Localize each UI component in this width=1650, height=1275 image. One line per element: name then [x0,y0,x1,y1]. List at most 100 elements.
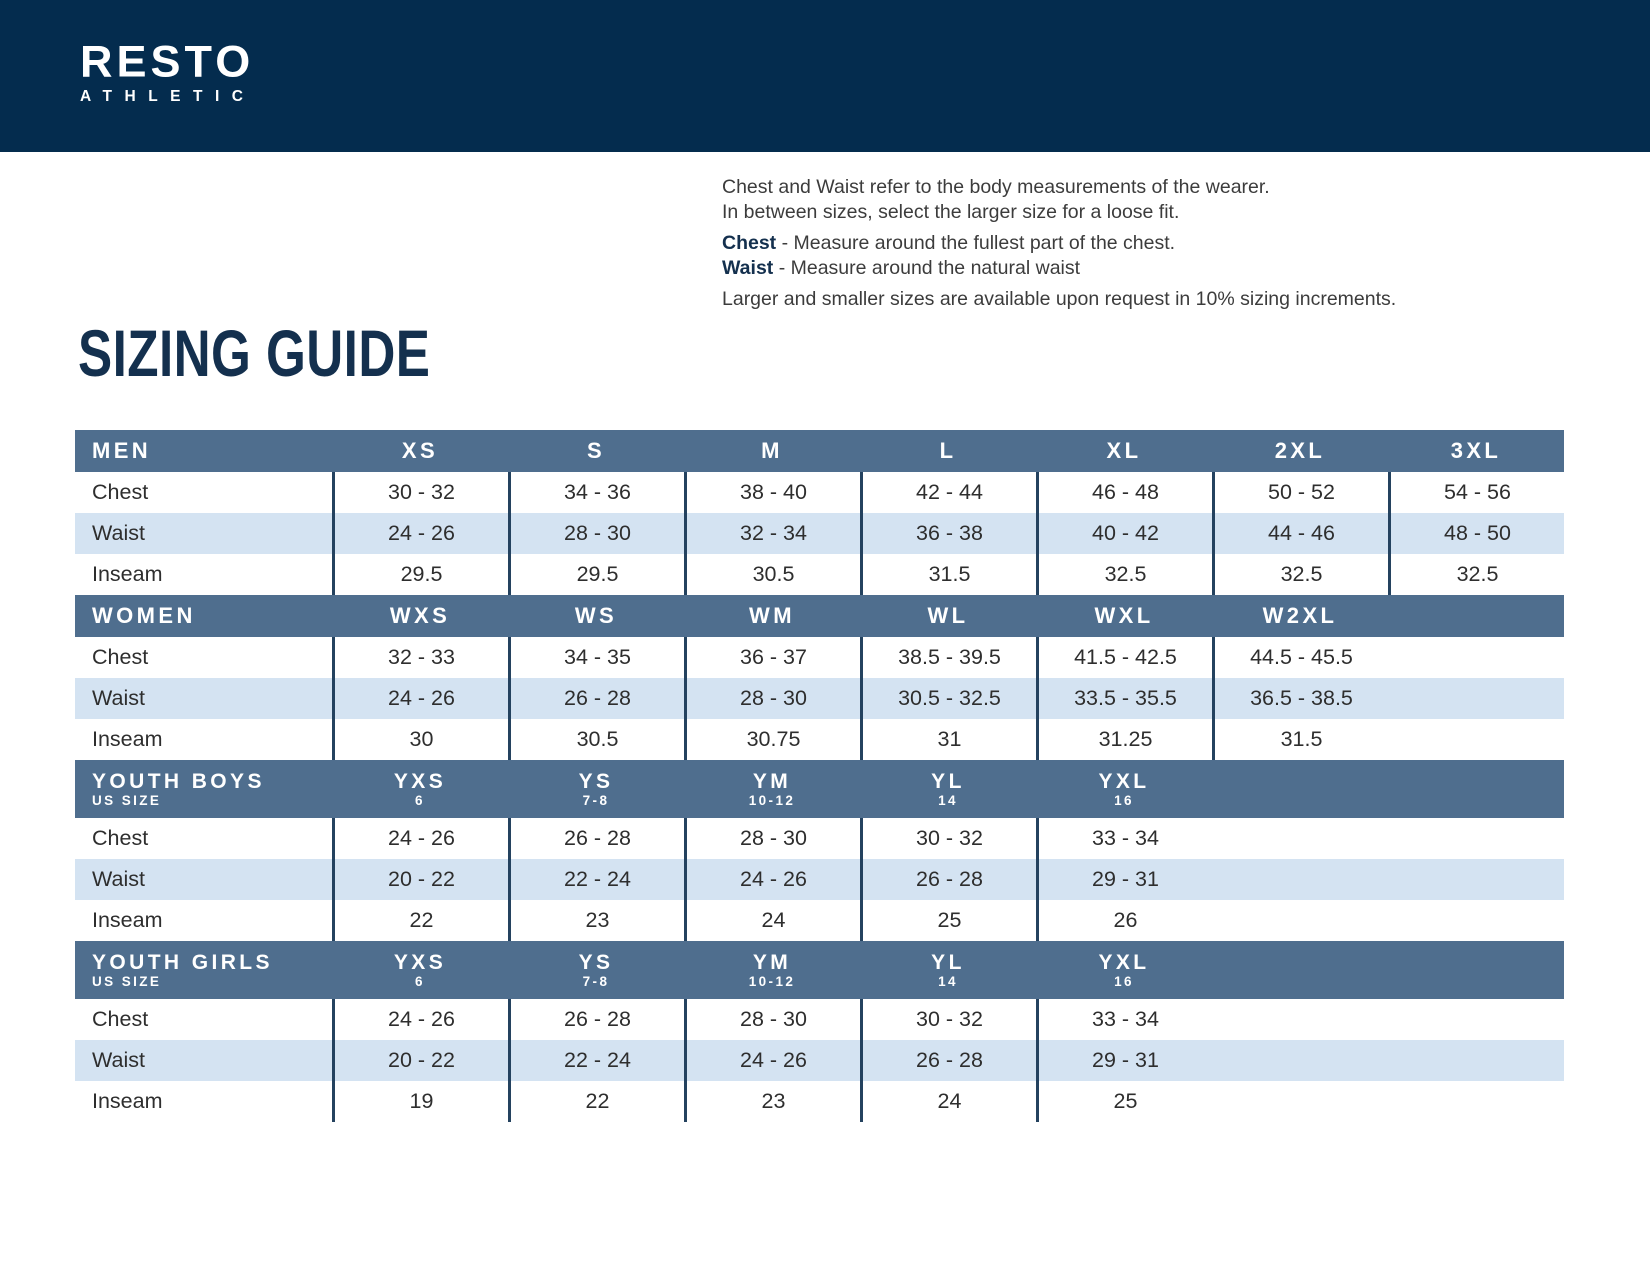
waist-description: - Measure around the natural waist [773,257,1081,279]
cell-value: 22 - 24 [508,1040,684,1081]
cell-value: 33 - 34 [1036,818,1212,859]
table-row-chest: Chest 24 - 26 26 - 28 28 - 30 30 - 32 33 - 34 [75,999,1564,1040]
size-label: L [939,437,957,463]
table-subtitle: US SIZE [92,973,162,989]
cell-value: 30 - 32 [860,999,1036,1040]
size-header-2xl: 2XL [1212,430,1388,472]
cell-value: 38.5 - 39.5 [860,637,1036,678]
cell-value: 29 - 31 [1036,1040,1212,1081]
cell-value: 32 - 34 [684,513,860,554]
size-header-ys: YS 7-8 [508,941,684,999]
table-title: YOUTH GIRLS [92,950,273,974]
measure-definitions: Chest - Measure around the fullest part … [722,231,1552,281]
size-table-youth-boys: YOUTH BOYS US SIZE YXS 6 YS 7-8 YM 10-12 YL 14 YXL… [75,760,1564,941]
size-table-youth-girls: YOUTH GIRLS US SIZE YXS 6 YS 7-8 YM 10-12 YL 14 YX… [75,941,1564,1122]
table-header-youth-boys: YOUTH BOYS US SIZE YXS 6 YS 7-8 YM 10-12 YL 14 YXL… [75,760,1564,818]
size-label: YS [578,769,614,793]
size-header-wxl: WXL [1036,595,1212,637]
table-header-men: MEN XS S M L XL 2XL 3XL [75,430,1564,472]
cell-value: 25 [860,900,1036,941]
size-header-xl: XL [1036,430,1212,472]
cell-value: 44 - 46 [1212,513,1388,554]
table-title: MEN [92,437,152,463]
row-label: Inseam [92,727,163,751]
cell-value: 19 [332,1081,508,1122]
intro-text-block: Chest and Waist refer to the body measur… [722,175,1552,312]
cell-value: 24 [860,1081,1036,1122]
brand-tagline: ATHLETIC [80,88,256,105]
size-us-number: 10-12 [748,973,796,989]
cell-value: 23 [508,900,684,941]
cell-value: 36 - 37 [684,637,860,678]
size-label: W2XL [1262,602,1338,628]
cell-value: 30.5 [508,719,684,760]
cell-value: 42 - 44 [860,472,1036,513]
cell-value: 28 - 30 [684,999,860,1040]
cell-value: 38 - 40 [684,472,860,513]
cell-value: 30.75 [684,719,860,760]
cell-value: 26 - 28 [860,859,1036,900]
cell-value: 32.5 [1212,554,1388,595]
row-label: Inseam [92,908,163,932]
size-label: YL [931,769,965,793]
cell-value: 30 [332,719,508,760]
table-row-inseam: Inseam 30 30.5 30.75 31 31.25 31.5 [75,719,1564,760]
size-label: YM [752,950,792,974]
size-header-ws: WS [508,595,684,637]
row-label: Chest [92,645,149,669]
cell-value: 24 - 26 [332,818,508,859]
size-us-number: 14 [938,792,958,808]
cell-value: 32.5 [1388,554,1564,595]
size-label: S [586,437,606,463]
cell-value: 24 - 26 [332,678,508,719]
cell-value: 26 - 28 [508,678,684,719]
table-subtitle: US SIZE [92,792,162,808]
brand-name: RESTO [80,36,255,87]
size-us-number: 7-8 [582,792,610,808]
cell-value: 30 - 32 [332,472,508,513]
cell-value: 24 - 26 [684,859,860,900]
page-title: SIZING GUIDE [78,316,431,391]
size-us-number: 16 [1114,792,1134,808]
table-title-cell: MEN [75,430,332,472]
row-label: Chest [92,826,149,850]
size-label: YXL [1098,769,1150,793]
table-row-inseam: Inseam 22 23 24 25 26 [75,900,1564,941]
cell-value: 26 [1036,900,1212,941]
cell-value: 31.25 [1036,719,1212,760]
size-table-women: WOMEN WXS WS WM WL WXL W2XL Chest 32 - 33 34 - 35… [75,595,1564,760]
table-row-waist: Waist 24 - 26 26 - 28 28 - 30 30.5 - 32.5 33.… [75,678,1564,719]
size-label: YXS [393,950,447,974]
cell-value: 22 - 24 [508,859,684,900]
cell-value: 28 - 30 [508,513,684,554]
cell-value: 34 - 35 [508,637,684,678]
size-us-number: 6 [415,973,425,989]
size-header-yl: YL 14 [860,760,1036,818]
size-label: YS [578,950,614,974]
cell-value: 24 - 26 [332,513,508,554]
cell-value: 20 - 22 [332,859,508,900]
cell-value: 32 - 33 [332,637,508,678]
size-header-l: L [860,430,1036,472]
header-bar: RESTO ATHLETIC [0,0,1650,152]
cell-value: 30 - 32 [860,818,1036,859]
cell-value: 26 - 28 [860,1040,1036,1081]
cell-value: 31.5 [1212,719,1388,760]
sizing-note: Larger and smaller sizes are available u… [722,288,1397,310]
cell-value: 26 - 28 [508,999,684,1040]
cell-value: 36.5 - 38.5 [1212,678,1388,719]
cell-value: 26 - 28 [508,818,684,859]
cell-value: 29 - 31 [1036,859,1212,900]
table-row-chest: Chest 32 - 33 34 - 35 36 - 37 38.5 - 39.5 41.… [75,637,1564,678]
sizing-tables: MEN XS S M L XL 2XL 3XL Chest 30 - 32 34 - 36 38 - … [75,430,1564,1122]
size-header-wxs: WXS [332,595,508,637]
size-header-s: S [508,430,684,472]
size-header-m: M [684,430,860,472]
row-label: Waist [92,521,145,545]
cell-value: 50 - 52 [1212,472,1388,513]
size-header-ym: YM 10-12 [684,760,860,818]
size-header-ym: YM 10-12 [684,941,860,999]
size-header-yxs: YXS 6 [332,760,508,818]
row-label: Chest [92,1007,149,1031]
row-label: Waist [92,686,145,710]
